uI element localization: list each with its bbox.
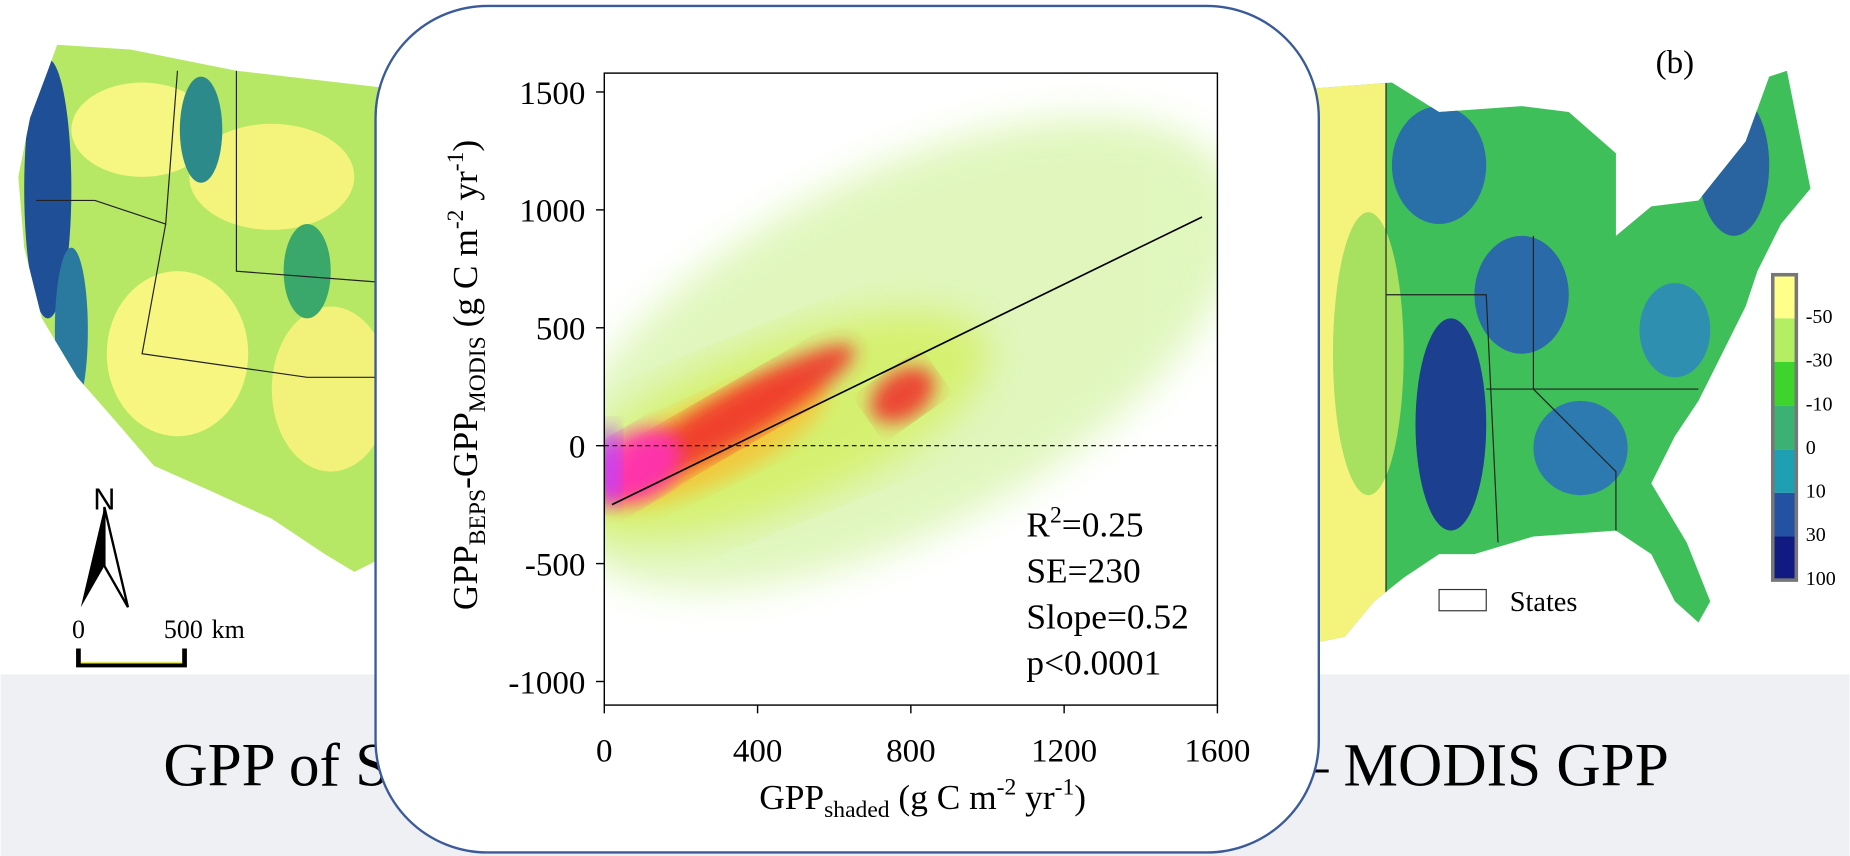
x-tick-label: 800: [886, 734, 936, 770]
x-axis-label-part: shaded: [824, 797, 890, 823]
y-axis-label-part: -1: [443, 152, 469, 172]
fit-line: [611, 216, 1203, 506]
legend-swatch: [1772, 318, 1797, 362]
annotation: SE=230: [1026, 550, 1140, 590]
annotation-part: =0.25: [1062, 504, 1144, 544]
plot: 0 400 800 1200 1600 -1000 -500 0 500 1000 1500: [508, 76, 1250, 770]
y-axis-label-part: BEPS: [465, 489, 491, 545]
y-tick-label: -500: [525, 547, 586, 583]
legend-label: 30: [1806, 524, 1826, 546]
annotation-part: 2: [1050, 502, 1062, 528]
map-legend: -50 -30 -10 0 10 30 100: [1770, 272, 1836, 590]
north-arrow: [80, 506, 105, 608]
north-label: N: [93, 482, 115, 516]
x-axis-label-part: GPP: [759, 777, 824, 817]
x-tick-label: 0: [596, 734, 612, 770]
legend-border: [1770, 272, 1799, 582]
scale-end: 500: [164, 615, 203, 644]
north-arrow: [103, 506, 130, 608]
scale-unit: km: [212, 615, 245, 644]
y-tick-label: 0: [569, 429, 586, 465]
scale-bar: [76, 648, 187, 668]
y-tick-label: 500: [536, 312, 586, 348]
annotation-part: R: [1026, 504, 1050, 544]
states-swatch: [1438, 588, 1487, 612]
legend-label: 0: [1806, 437, 1816, 459]
scale-start: 0: [72, 615, 85, 644]
legend-label: 100: [1806, 568, 1836, 590]
annotation: Slope=0.52: [1026, 596, 1188, 636]
legend-label: -50: [1806, 306, 1833, 328]
legend-label: -10: [1806, 393, 1833, 415]
legend-swatch: [1772, 536, 1797, 581]
y-tick-label: 1500: [519, 76, 585, 112]
states-label: States: [1510, 587, 1578, 618]
x-axis-label-part: -1: [1055, 775, 1075, 801]
y-axis-label-part: yr: [445, 171, 485, 210]
x-axis-label: GPPshaded (g C m-2 yr-1): [759, 775, 1086, 823]
legend-swatch: [1772, 405, 1797, 450]
density-cloud: [604, 117, 1218, 590]
legend-swatch: [1772, 361, 1797, 406]
caption-right: – MODIS GPP: [1297, 731, 1669, 799]
y-axis-label-part: -2: [443, 210, 469, 230]
x-axis-label-part: (g C m: [890, 777, 997, 817]
y-axis-label-part: MODIS: [465, 336, 491, 412]
y-axis-label: GPPBEPS-GPPMODIS (g C m-2 yr-1): [443, 140, 491, 610]
legend-swatch: [1772, 492, 1797, 537]
x-axis-label-part: -2: [997, 775, 1017, 801]
annotation: p<0.0001: [1026, 642, 1161, 682]
x-tick-label: 1200: [1031, 734, 1097, 770]
caption-left: GPP of S: [163, 731, 389, 799]
annotation: R2=0.25: [1026, 502, 1143, 544]
x-axis-label-part: yr: [1016, 777, 1055, 817]
legend-swatch: [1772, 274, 1797, 319]
x-tick-label: 1600: [1184, 734, 1250, 770]
legend-swatch: [1772, 449, 1797, 493]
y-axis-label-part: GPP: [445, 545, 485, 610]
y-axis-label-part: -GPP: [445, 412, 485, 489]
y-axis-label-part: ): [445, 140, 485, 152]
panel-label: (b): [1656, 45, 1694, 81]
x-tick-label: 400: [733, 734, 783, 770]
y-tick-label: 1000: [519, 194, 585, 230]
map-west: [18, 44, 390, 572]
y-tick-label: -1000: [508, 665, 585, 701]
legend-label: -30: [1806, 350, 1833, 372]
y-axis-label-part: (g C m: [445, 229, 485, 336]
legend-label: 10: [1806, 481, 1826, 503]
x-axis-label-part: ): [1074, 777, 1086, 817]
